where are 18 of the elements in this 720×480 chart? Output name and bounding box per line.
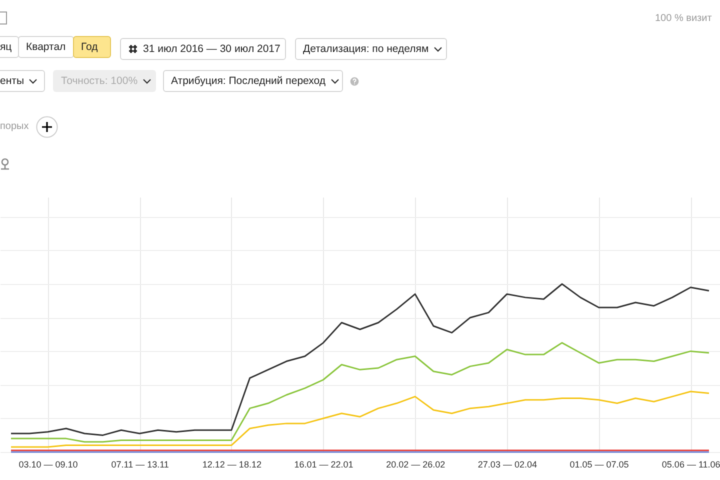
x-tick-label: 12.12 — 18.12: [202, 460, 262, 470]
text: Год: [81, 40, 98, 55]
text: порых: [0, 121, 29, 132]
x-tick-label: 20.02 — 26.02: [386, 460, 446, 470]
text: енты: [0, 74, 24, 89]
x-tick-label: 16.01 — 22.01: [294, 460, 354, 470]
text: Точность: 100%: [61, 74, 138, 89]
x-tick-label: 01.05 — 07.05: [570, 460, 629, 470]
text: 31 июл 2016 — 30 июл 2017: [143, 42, 280, 57]
text: яц: [0, 40, 12, 55]
text: Атрибуция: Последний переход: [171, 74, 326, 89]
text: Детализация: по неделям: [303, 42, 429, 57]
x-tick-label: 05.06 — 11.06: [662, 460, 720, 470]
x-tick-label: 27.03 — 02.04: [478, 460, 537, 470]
x-tick-label: 03.10 — 09.10: [18, 460, 78, 470]
x-tick-label: 07.11 — 13.11: [111, 460, 169, 470]
text: Квартал: [26, 40, 66, 55]
text: 100 % визит: [655, 13, 712, 24]
